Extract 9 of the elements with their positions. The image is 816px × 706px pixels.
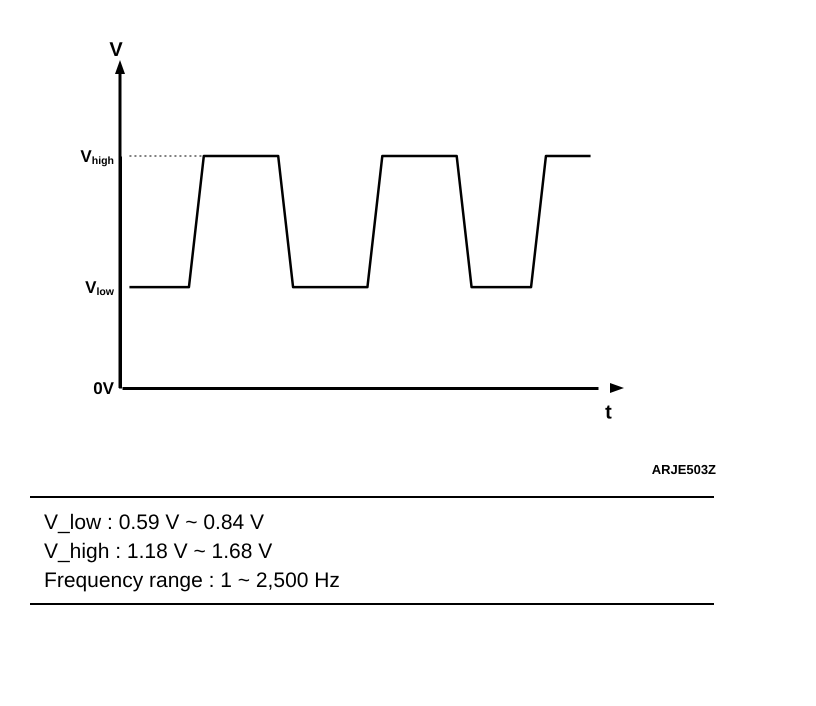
text: V_high : 1.18 V ~ 1.68 V xyxy=(44,539,274,565)
text: Frequency range : 1 ~ 2,500 Hz xyxy=(44,568,341,594)
text: V$_{low}$ xyxy=(85,278,115,298)
y-axis-title: V xyxy=(109,39,124,61)
text: V_low : 0.59 V ~ 0.84 V xyxy=(44,510,266,536)
text: V$_{high}$ xyxy=(80,147,114,167)
text: ARJE503Z xyxy=(652,462,716,477)
x-axis-title: t xyxy=(605,402,612,424)
text: 0V xyxy=(93,379,115,398)
